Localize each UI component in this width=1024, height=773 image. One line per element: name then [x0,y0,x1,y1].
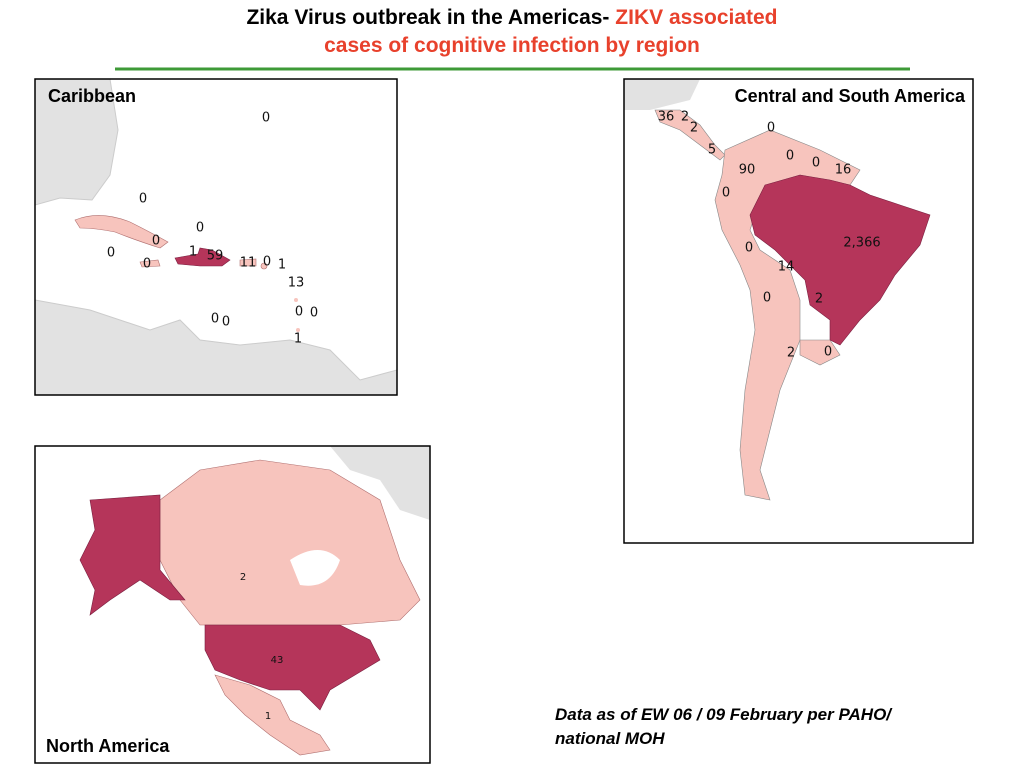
case-count: 0 [786,149,794,164]
panel-title: Central and South America [735,86,966,106]
case-count: 2 [681,110,689,125]
title-line-2: cases of cognitive infection by region [324,34,700,57]
case-count: 1 [278,258,286,273]
south-america-frame [623,78,974,544]
case-count: 0 [722,186,730,201]
case-count: 0 [152,234,160,249]
case-count: 16 [835,163,852,178]
case-count: 0 [143,257,151,272]
case-count: 2 [787,346,795,361]
case-count: 11 [240,256,257,271]
footnote-line: Data as of EW 06 / 09 February per PAHO/ [555,705,893,724]
case-count: 0 [262,111,270,126]
case-count: 0 [211,312,219,327]
title-red: ZIKV associated [615,6,777,29]
case-count: 1 [189,245,197,260]
case-count: 14 [778,260,795,275]
case-count: 0 [222,315,230,330]
north-america-frame [34,445,431,764]
case-count: 1 [265,711,271,722]
footnote-line: national MOH [555,729,665,748]
case-count: 0 [310,306,318,321]
case-count: 0 [196,221,204,236]
case-count: 2 [240,572,246,583]
case-count: 0 [139,192,147,207]
case-count: 1 [294,332,302,347]
case-count: 13 [288,276,305,291]
case-count: 2 [690,121,698,136]
panel-title: North America [46,736,170,756]
case-count: 5 [708,143,716,158]
case-count: 2 [815,292,823,307]
case-count: 90 [739,163,756,178]
panel-title: Caribbean [48,86,136,106]
case-count: 0 [824,345,832,360]
case-count: 43 [271,655,284,666]
north-america-map [35,446,430,763]
case-count: 36 [658,110,675,125]
title-line-1: Zika Virus outbreak in the Americas- ZIK… [246,6,777,29]
caribbean-frame [34,78,398,396]
case-count: 0 [263,255,271,270]
case-count: 2,366 [843,236,880,251]
caribbean-map [35,79,397,395]
south-america-map [624,79,973,543]
case-count: 0 [745,241,753,256]
case-count: 0 [812,156,820,171]
case-count: 0 [763,291,771,306]
title-black: Zika Virus outbreak in the Americas- [246,6,609,29]
case-count: 0 [767,121,775,136]
case-count: 0 [107,246,115,261]
case-count: 0 [295,305,303,320]
case-count: 59 [207,249,224,264]
